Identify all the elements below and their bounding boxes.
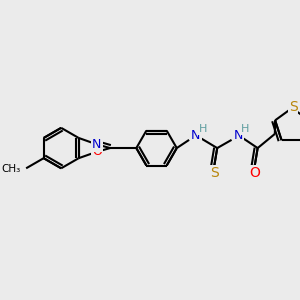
Text: O: O — [249, 166, 260, 180]
Text: N: N — [234, 129, 243, 142]
Text: S: S — [289, 100, 297, 114]
Text: H: H — [241, 124, 249, 134]
Text: O: O — [92, 145, 102, 158]
Text: N: N — [92, 139, 101, 152]
Text: H: H — [198, 124, 207, 134]
Text: CH₃: CH₃ — [1, 164, 20, 174]
Text: S: S — [210, 166, 219, 180]
Text: N: N — [191, 129, 200, 142]
